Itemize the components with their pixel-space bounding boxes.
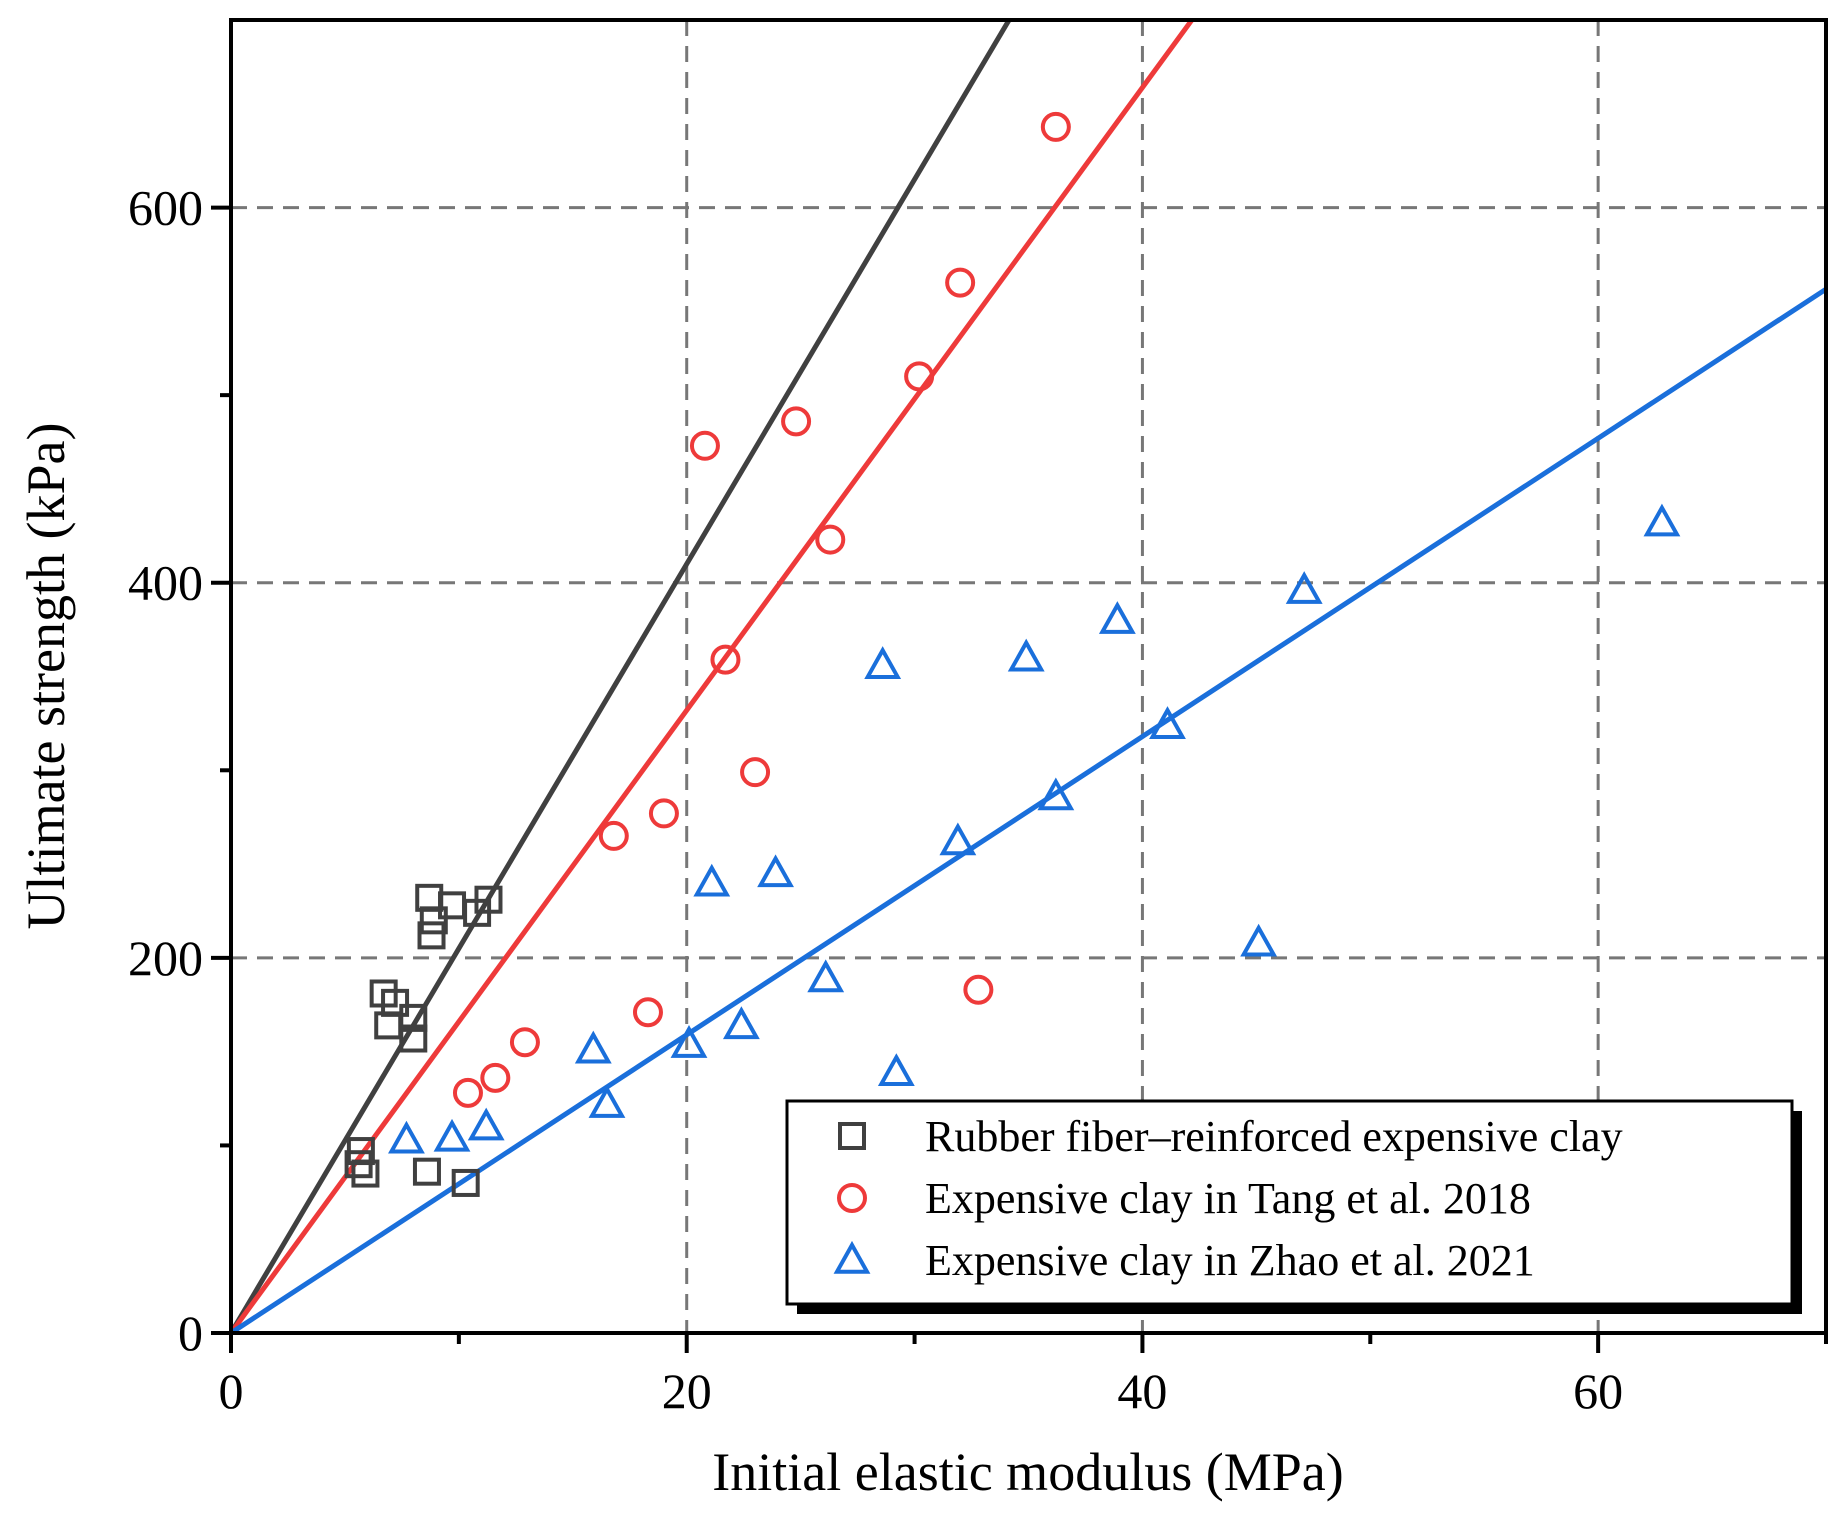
marker-series-2-point-9 [807, 959, 845, 993]
marker-series-0-point-6 [399, 1003, 428, 1032]
axis-ticks [211, 205, 1828, 1353]
fit-lines [231, 20, 1826, 1333]
fit-line-series-2 [231, 287, 1826, 1333]
marker-series-2-point-15 [1098, 601, 1136, 634]
marker-series-0-point-15 [474, 885, 503, 914]
marker-series-0-point-13 [451, 1168, 480, 1197]
marker-series-0-point-11 [417, 921, 446, 950]
marker-series-0-point-2 [351, 1159, 380, 1188]
legend: Rubber fiber–reinforced expensive clay Ex… [785, 1099, 1802, 1314]
marker-series-2-point-4 [588, 1085, 626, 1118]
marker-series-1-point-2 [509, 1027, 540, 1058]
y-tick-label-600: 600 [128, 180, 203, 236]
marker-series-2-point-8 [757, 854, 794, 888]
marker-series-0-point-7 [399, 1024, 428, 1053]
marker-series-1-point-7 [710, 644, 741, 675]
legend-label-0: Rubber fiber–reinforced expensive clay [925, 1112, 1623, 1161]
marker-series-1-point-11 [904, 361, 935, 392]
marker-series-2-point-19 [1643, 503, 1681, 537]
y-axis-title: Ultimate strength (kPa) [16, 423, 76, 930]
data-markers [344, 111, 1681, 1197]
fit-line-series-1 [231, 20, 1195, 1333]
marker-series-2-point-11 [877, 1053, 915, 1086]
marker-series-1-point-12 [945, 267, 976, 298]
marker-series-0-point-1 [344, 1150, 373, 1179]
x-axis-title: Initial elastic modulus (MPa) [712, 1442, 1343, 1502]
marker-series-1-point-9 [781, 406, 812, 437]
marker-series-2-point-0 [388, 1120, 425, 1154]
marker-series-2-point-6 [693, 863, 731, 897]
marker-series-2-point-14 [1037, 777, 1075, 811]
marker-series-1-point-14 [1040, 111, 1071, 142]
legend-marker-2 [833, 1240, 871, 1274]
y-tick-label-0: 0 [178, 1305, 203, 1361]
legend-label-1: Expensive clay in Tang et al. 2018 [925, 1174, 1531, 1223]
marker-series-2-point-12 [939, 822, 977, 856]
marker-series-1-point-1 [480, 1062, 511, 1093]
y-tick-label-200: 200 [128, 930, 203, 986]
marker-series-2-point-5 [670, 1025, 708, 1058]
x-tick-label-20: 20 [662, 1363, 712, 1419]
marker-series-1-point-10 [815, 524, 846, 555]
legend-box [785, 1099, 1794, 1306]
marker-series-0-point-10 [419, 906, 448, 935]
marker-series-1-point-8 [740, 757, 771, 788]
marker-series-2-point-7 [722, 1006, 760, 1040]
legend-marker-0 [838, 1122, 866, 1150]
marker-series-1-point-3 [598, 820, 629, 851]
fit-line-series-0 [231, 20, 1012, 1333]
legend-label-2: Expensive clay in Zhao et al. 2021 [925, 1236, 1535, 1285]
marker-series-2-point-13 [1007, 638, 1045, 672]
marker-series-2-point-2 [467, 1107, 505, 1141]
y-tick-label-400: 400 [128, 555, 203, 611]
marker-series-2-point-16 [1149, 706, 1186, 739]
marker-series-1-point-13 [963, 974, 994, 1005]
x-tick-label-40: 40 [1117, 1363, 1167, 1419]
marker-series-2-point-1 [433, 1118, 471, 1152]
marker-series-1-point-5 [648, 798, 679, 829]
legend-marker-1 [837, 1183, 867, 1213]
marker-series-1-point-4 [632, 997, 663, 1028]
marker-series-1-point-6 [689, 430, 720, 461]
x-tick-label-0: 0 [219, 1363, 244, 1419]
marker-series-2-point-17 [1240, 923, 1278, 957]
marker-series-2-point-10 [864, 646, 902, 679]
marker-series-1-point-0 [452, 1077, 483, 1108]
legend-entries: Rubber fiber–reinforced expensive clay Ex… [833, 1112, 1623, 1285]
plot-frame [229, 18, 1828, 1335]
x-tick-label-60: 60 [1573, 1363, 1623, 1419]
gridlines [231, 20, 1826, 1333]
marker-series-0-point-8 [412, 1157, 441, 1186]
marker-series-2-point-3 [574, 1030, 612, 1064]
marker-series-2-point-18 [1285, 571, 1323, 604]
